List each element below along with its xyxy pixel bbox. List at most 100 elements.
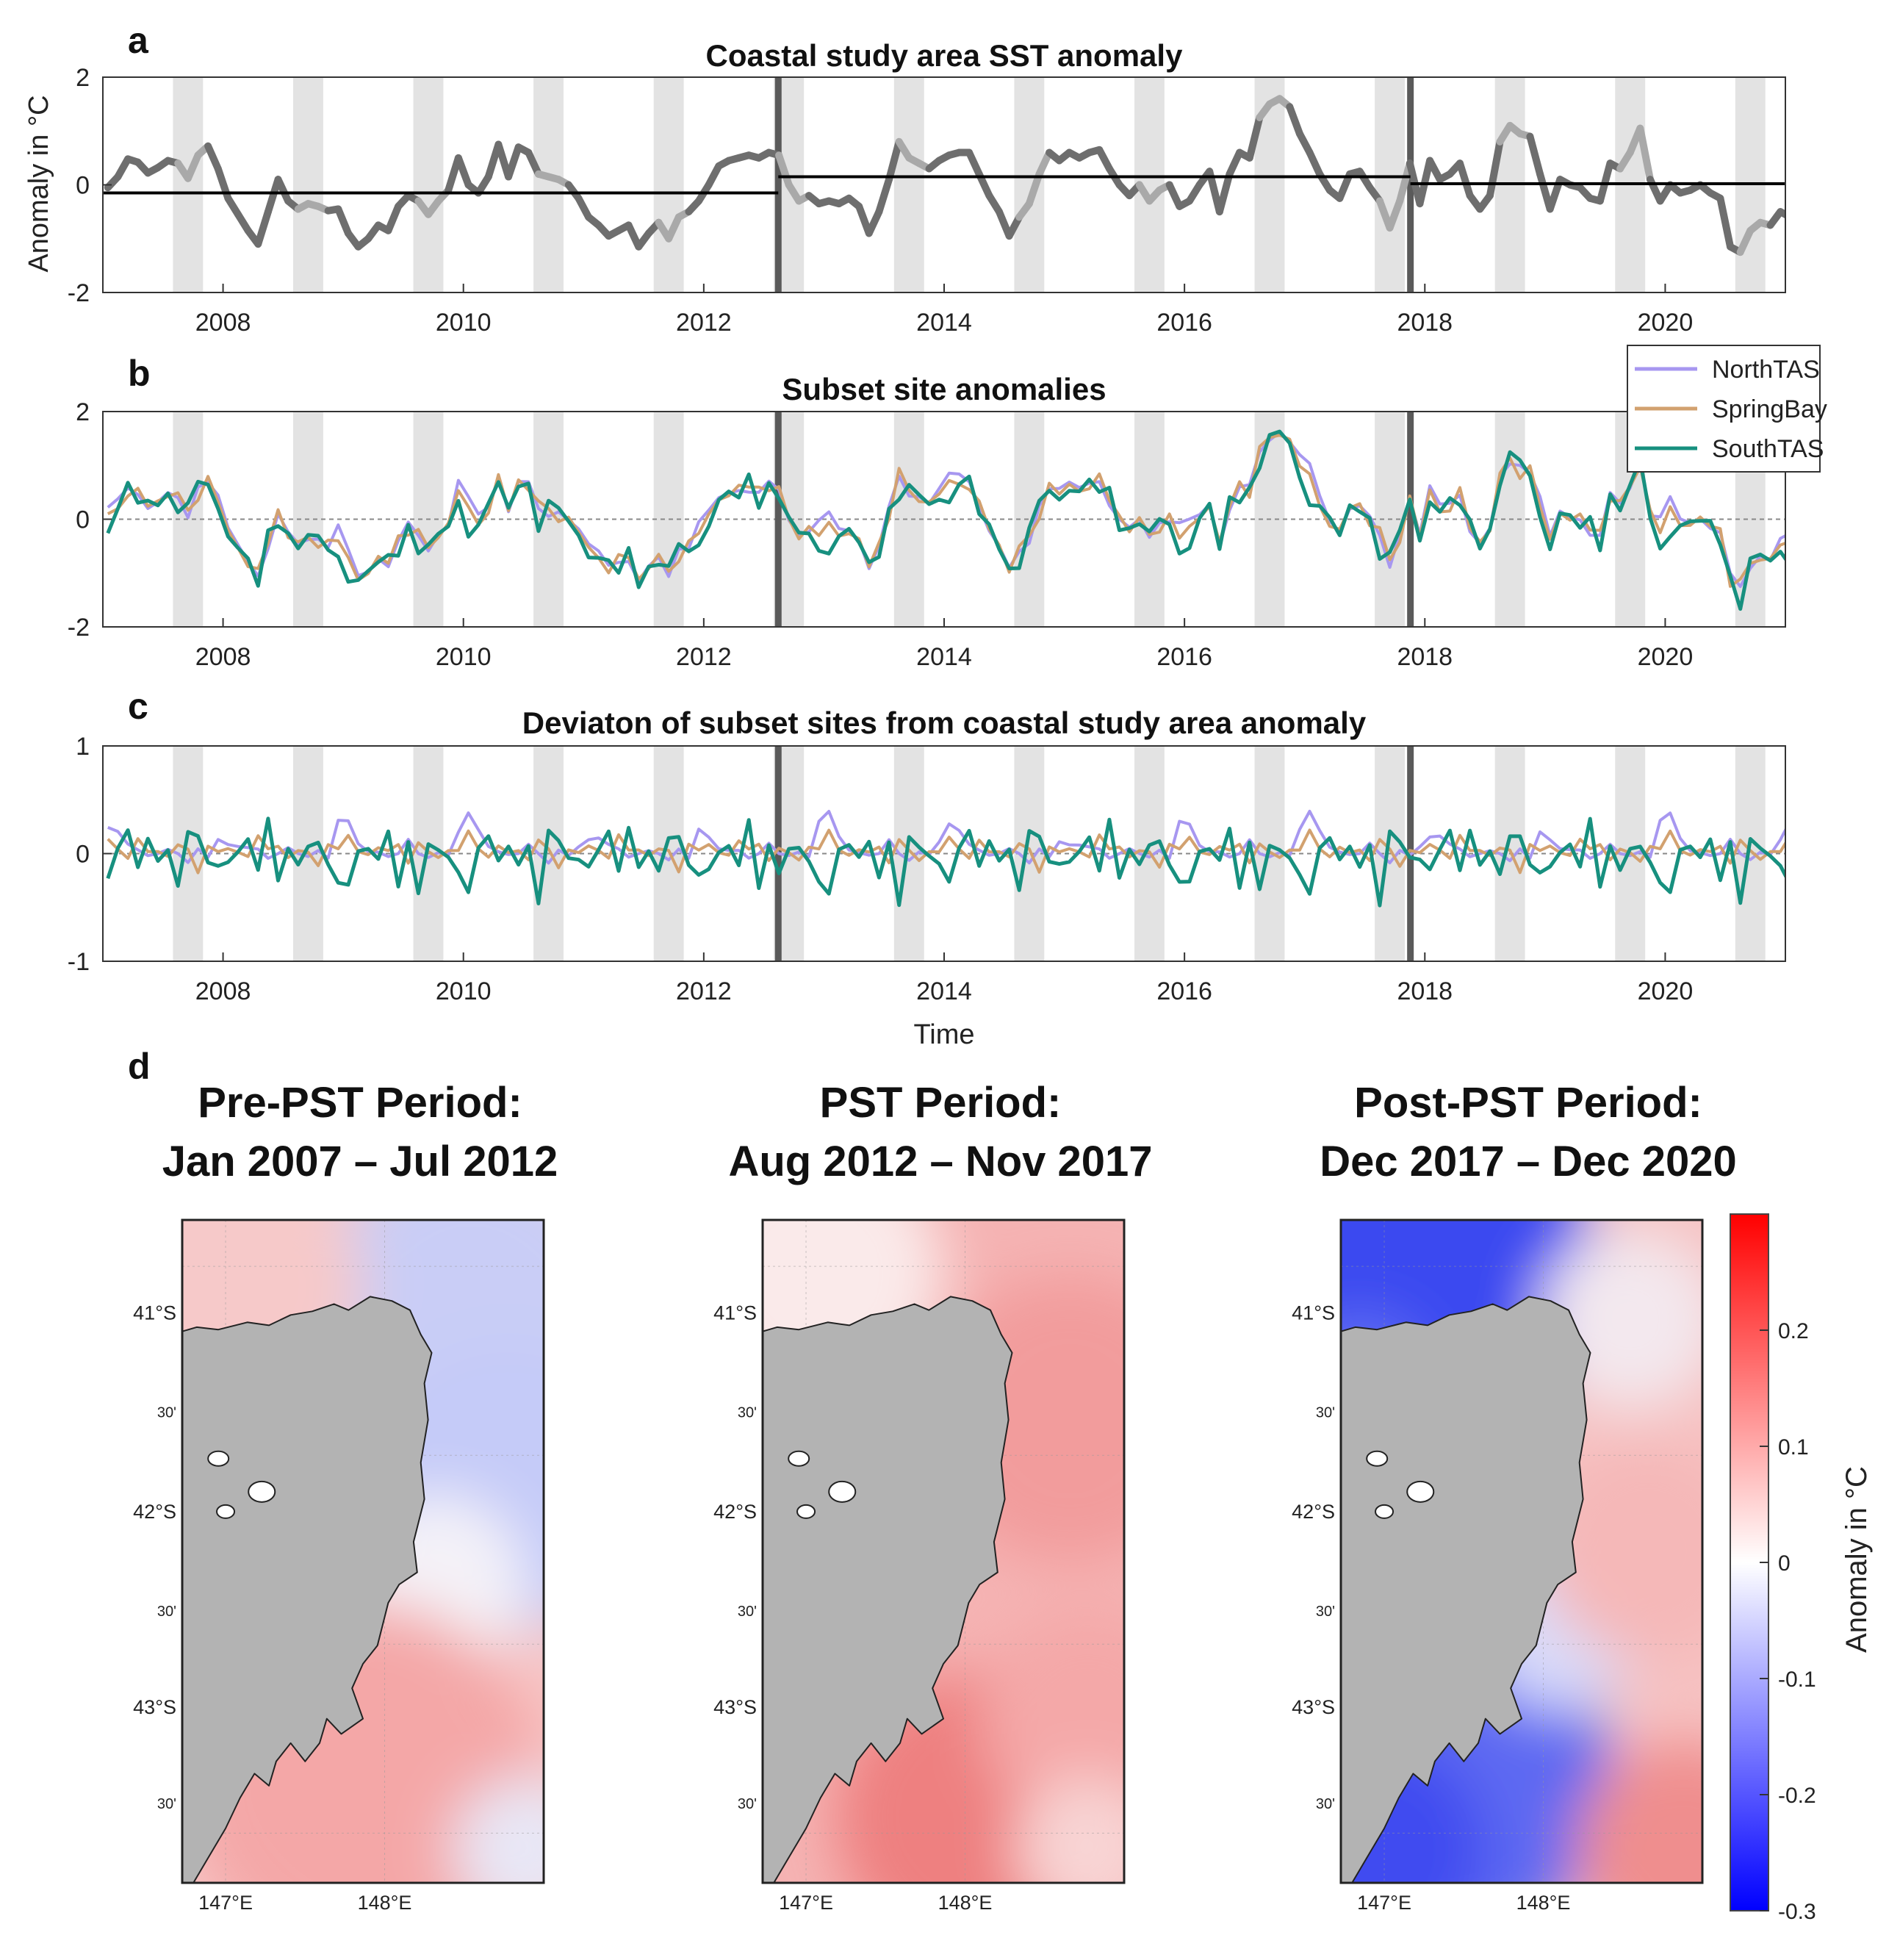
colorbar: 0.2 0.1 0 -0.1 -0.2 -0.3 Anomaly in °C [1730, 1213, 1873, 1924]
panel-letter-d: d [128, 1046, 151, 1087]
lon-label: 147°E [779, 1892, 833, 1914]
map-pst-title-1: PST Period: [820, 1079, 1062, 1127]
lake [788, 1450, 810, 1467]
series-segment [505, 143, 522, 181]
series-segment [1286, 103, 1303, 137]
series-segment [204, 142, 222, 173]
colorbar-tick-label: -0.2 [1778, 1784, 1816, 1808]
lat-label: 30' [1316, 1405, 1335, 1421]
x-tick-label: 2020 [1638, 977, 1694, 1005]
series-segment [1486, 137, 1504, 200]
series-segment [1306, 148, 1324, 178]
series-segment [775, 151, 793, 189]
series-segment [1791, 185, 1801, 218]
lon-label: 148°E [1516, 1892, 1571, 1914]
lat-label: 30' [738, 1796, 757, 1812]
land-tasmania [763, 1296, 1013, 1883]
x-tick-label: 2014 [916, 977, 972, 1005]
colorbar-tick-label: 0 [1778, 1551, 1791, 1576]
series-segment [1777, 208, 1785, 219]
x-tick-label: 2016 [1156, 309, 1212, 337]
map-titles: Pre-PST Period: Jan 2007 – Jul 2012 PST … [162, 1079, 1737, 1185]
series-segment [1830, 193, 1840, 195]
series-segment [525, 148, 542, 178]
series-line-1 [107, 828, 1785, 875]
series-line-1 [107, 434, 1785, 588]
shade-band [413, 77, 444, 292]
shade-band [893, 77, 924, 292]
series-segment [1840, 158, 1851, 195]
x-tick-label: 2020 [1638, 309, 1694, 337]
lake [248, 1480, 276, 1503]
series-segment [1851, 158, 1861, 177]
series-segment [1226, 148, 1244, 178]
lat-label: 30' [157, 1405, 176, 1421]
y-tick-label: 0 [76, 172, 90, 200]
series-segment [1526, 132, 1544, 178]
panel-b-title: Subset site anomalies [782, 372, 1106, 406]
x-tick-label: 2016 [1156, 643, 1212, 671]
series-lines [106, 429, 1785, 611]
x-tick-label: 2018 [1397, 977, 1453, 1005]
lat-label: 30' [738, 1405, 757, 1421]
lat-label: 30' [1316, 1604, 1335, 1620]
y-tick-label: 2 [76, 64, 90, 92]
map-frame [1339, 1218, 1704, 1884]
series-segment [1736, 226, 1755, 256]
shade-band [653, 77, 684, 292]
x-tick-label: 2016 [1156, 977, 1212, 1005]
series-lines [104, 95, 1861, 256]
colorbar-tick-label: 0.1 [1778, 1435, 1809, 1460]
lat-label: 42°S [713, 1501, 757, 1523]
series-segment [1596, 159, 1614, 205]
series-segment [1416, 157, 1434, 208]
series-line-2 [106, 816, 1785, 908]
series-segment [1025, 170, 1043, 208]
shade-band [292, 77, 323, 292]
shade-band [1014, 77, 1045, 292]
series-segment [274, 176, 292, 205]
lat-label: 30' [157, 1796, 176, 1812]
panel-c-xlabel: Time [913, 1019, 974, 1050]
y-tick-label: -2 [68, 614, 90, 642]
shade-band [533, 77, 564, 292]
series-segment [1716, 194, 1735, 251]
lat-label: 30' [1316, 1796, 1335, 1812]
map-frame [181, 1218, 545, 1884]
legend-label-spring: SpringBay [1712, 395, 1827, 423]
lat-label: 30' [157, 1604, 176, 1620]
series-segment [184, 151, 202, 182]
lat-label: 41°S [133, 1302, 176, 1324]
lon-label: 147°E [198, 1892, 253, 1914]
lon-label: 148°E [938, 1892, 993, 1914]
colorbar-label: Anomaly in °C [1840, 1466, 1873, 1653]
series-segment [454, 154, 472, 189]
series-segment [1810, 155, 1821, 163]
series-segment [384, 202, 403, 234]
lat-label: 42°S [133, 1501, 176, 1523]
y-tick-label: 1 [76, 733, 90, 761]
y-tick-label: 0 [76, 506, 90, 534]
y-tick-label: 2 [76, 398, 90, 426]
x-tick-label: 2010 [436, 643, 492, 671]
panel-letter-b: b [128, 353, 151, 394]
series-segment [1245, 113, 1264, 162]
lat-label: 30' [738, 1604, 757, 1620]
lat-label: 42°S [1292, 1501, 1335, 1523]
lon-label: 147°E [1357, 1892, 1411, 1914]
x-tick-label: 2012 [676, 309, 732, 337]
x-tick-label: 2012 [676, 643, 732, 671]
x-tick-label: 2008 [195, 977, 251, 1005]
map-frame [761, 1218, 1126, 1884]
map-post [1341, 1220, 1702, 1883]
panel-letter-c: c [128, 686, 148, 727]
legend-label-south: SouthTAS [1712, 435, 1824, 463]
panel-c-title: Deviaton of subset sites from coastal st… [522, 706, 1367, 740]
series-segment [885, 137, 903, 184]
map-field-blob [453, 1777, 544, 1883]
panel-a-plot: -2 0 2 2008 2010 2012 2014 2016 2018 2020 [68, 64, 1861, 337]
x-tick-label: 2010 [436, 977, 492, 1005]
y-tick-label: 0 [76, 841, 90, 869]
x-tick-label: 2010 [436, 309, 492, 337]
lat-label: 43°S [713, 1696, 757, 1718]
